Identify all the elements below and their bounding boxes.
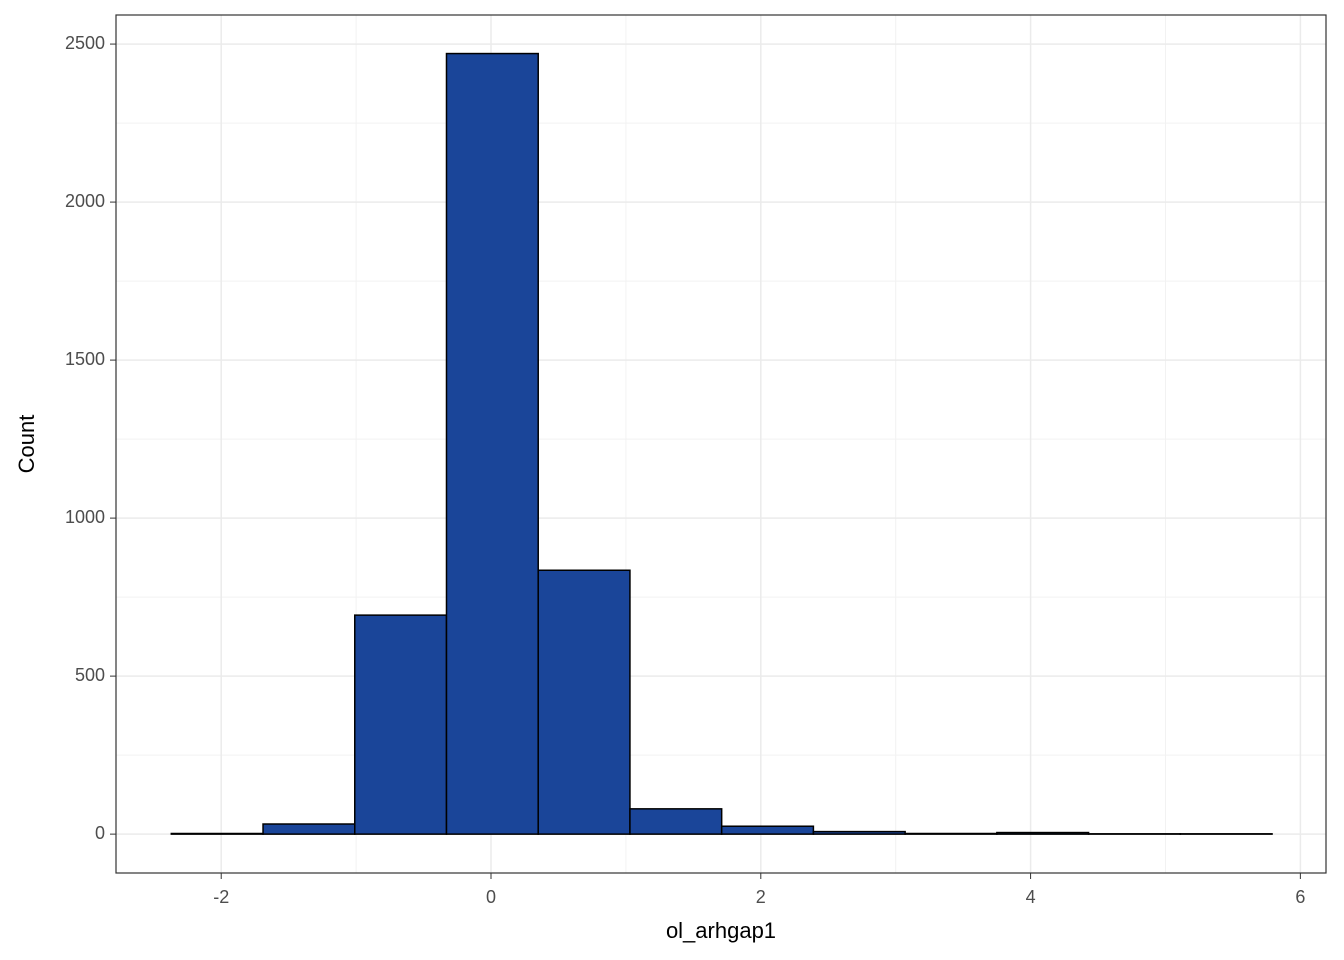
y-tick-label: 2000 bbox=[65, 191, 105, 211]
x-tick-label: 2 bbox=[756, 887, 766, 907]
x-axis-title: ol_arhgap1 bbox=[666, 918, 776, 943]
bar bbox=[812, 830, 906, 835]
x-tick-label: 6 bbox=[1295, 887, 1305, 907]
bar bbox=[170, 832, 264, 835]
bar bbox=[996, 831, 1090, 835]
y-tick-label: 500 bbox=[75, 665, 105, 685]
y-tick-label: 2500 bbox=[65, 33, 105, 53]
panel-border bbox=[115, 14, 1327, 874]
y-tick-label: 0 bbox=[95, 823, 105, 843]
x-tick-label: 4 bbox=[1026, 887, 1036, 907]
x-tick-label: -2 bbox=[213, 887, 229, 907]
bar bbox=[629, 808, 723, 835]
bar bbox=[354, 614, 448, 835]
bar bbox=[904, 832, 998, 835]
y-axis-title: Count bbox=[14, 415, 39, 474]
y-tick-label: 1500 bbox=[65, 349, 105, 369]
bar bbox=[262, 823, 356, 835]
y-tick-label: 1000 bbox=[65, 507, 105, 527]
x-tick-label: 0 bbox=[486, 887, 496, 907]
bar bbox=[720, 825, 815, 835]
bar bbox=[445, 52, 539, 835]
bar bbox=[537, 569, 631, 835]
